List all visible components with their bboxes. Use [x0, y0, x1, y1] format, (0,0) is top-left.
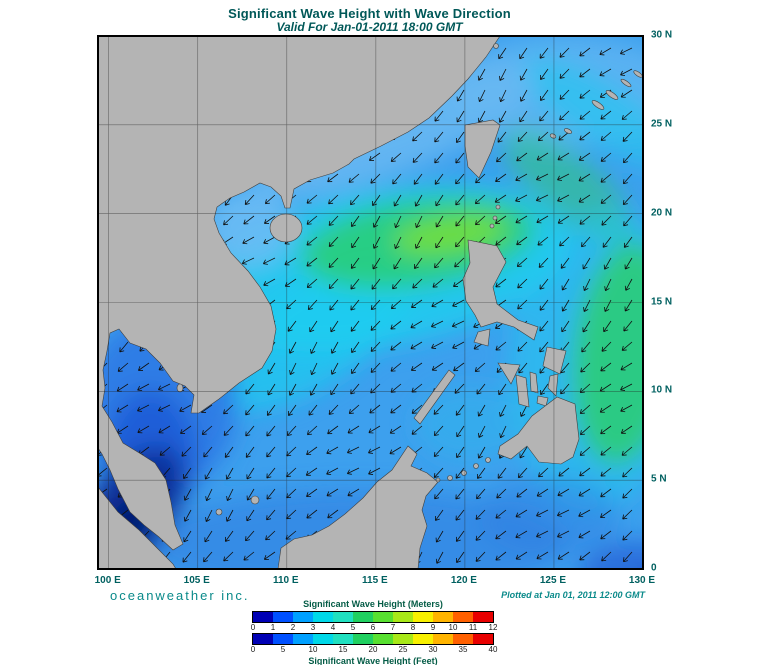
meters-tick-label: 6 [370, 623, 376, 632]
plotted-timestamp: Plotted at Jan 01, 2011 12:00 GMT [501, 590, 645, 600]
colorbar-segment [453, 612, 473, 622]
lon-tick-label: 130 E [628, 575, 656, 586]
lat-tick-label: 5 N [651, 473, 667, 485]
colorbar-segment [253, 612, 273, 622]
lon-tick-label: 120 E [450, 575, 477, 586]
island-cebu [529, 371, 539, 394]
map-plot-area [97, 35, 644, 570]
feet-tick-label: 15 [338, 645, 348, 654]
valid-time-subtitle: Valid For Jan-01-2011 18:00 GMT [276, 20, 463, 34]
graticule [98, 36, 643, 569]
colorbar-segment [253, 634, 273, 644]
map-frame [98, 36, 643, 569]
meters-tick-label: 11 [468, 623, 478, 632]
feet-tick-label: 0 [250, 645, 256, 654]
lon-tick-label: 100 E [94, 575, 121, 586]
feet-tick-label: 10 [308, 645, 318, 654]
colorbar-segment [413, 612, 433, 622]
colorbar-segment [293, 634, 313, 644]
lat-tick-label: 0 [651, 562, 657, 574]
colorbar-segment [333, 612, 353, 622]
meters-colorbar [252, 611, 494, 623]
meters-tick-label: 1 [270, 623, 276, 632]
meters-tick-label: 8 [410, 623, 416, 632]
colorbar-segment [353, 634, 373, 644]
meters-tick-label: 0 [250, 623, 256, 632]
colorbar-segment [353, 612, 373, 622]
colorbar-segment [313, 634, 333, 644]
island-palawan [413, 369, 456, 425]
island-leyte [547, 373, 559, 397]
island-zhoushan [493, 43, 499, 49]
island-hainan [269, 213, 303, 243]
lon-tick-label: 125 E [539, 575, 567, 586]
meters-tick-label: 9 [430, 623, 436, 632]
oceanweather-logo-text: oceanweather inc. [110, 588, 250, 603]
colorbar-segment [373, 634, 393, 644]
feet-tick-label: 30 [428, 645, 438, 654]
colorbar-segment [333, 634, 353, 644]
landmass-borneo [277, 445, 439, 569]
feet-tick-row: 0 5 10 15 20 25 30 35 40 [250, 645, 498, 655]
meters-tick-row: 0 1 2 3 4 5 6 7 8 9 10 11 12 [250, 623, 498, 633]
lon-tick-label: 105 E [183, 575, 210, 586]
island-natuna [250, 495, 260, 505]
lat-tick-label: 15 N [651, 296, 673, 307]
legend-title-feet: Significant Wave Height (Feet) [308, 656, 438, 665]
colorbar-segment [273, 634, 293, 644]
ryukyu-islands [549, 70, 643, 139]
meters-tick-label: 2 [290, 623, 296, 632]
island-taiwan [464, 119, 501, 179]
colorbar-segment [433, 612, 453, 622]
colorbar-segment [313, 612, 333, 622]
island-anambas [215, 508, 223, 516]
lat-tick-label: 30 N [651, 29, 673, 41]
colorbar-segment [393, 612, 413, 622]
land-layer [98, 36, 643, 569]
colorbar-segment [433, 634, 453, 644]
feet-tick-label: 25 [398, 645, 408, 654]
meters-tick-label: 5 [350, 623, 356, 632]
feet-tick-label: 40 [488, 645, 498, 654]
landmass-sumatra [98, 486, 177, 569]
lat-tick-label: 20 N [651, 207, 673, 219]
colorbar-segment [273, 612, 293, 622]
island-panay [497, 362, 521, 385]
island-samar [542, 346, 567, 375]
page-title: Significant Wave Height with Wave Direct… [228, 6, 511, 21]
lon-tick-label: 110 E [272, 575, 299, 586]
colorbar-segment [293, 612, 313, 622]
island-phu-quoc [176, 383, 184, 393]
meters-tick-label: 4 [330, 623, 336, 632]
meters-tick-label: 7 [390, 623, 396, 632]
wave-map-graphic [98, 36, 643, 569]
colorbar-segment [413, 634, 433, 644]
feet-tick-label: 20 [368, 645, 378, 654]
lat-tick-label: 10 N [651, 384, 673, 396]
landmass-luzon [462, 239, 539, 341]
legend-title-meters: Significant Wave Height (Meters) [303, 599, 443, 609]
colorbar-segment [473, 612, 493, 622]
lat-tick-label: 25 N [651, 118, 673, 130]
landmass-asia-mainland [98, 36, 501, 551]
feet-tick-label: 5 [280, 645, 286, 654]
colorbar-segment [453, 634, 473, 644]
colorbar-segment [393, 634, 413, 644]
feet-tick-label: 35 [458, 645, 468, 654]
lon-tick-label: 115 E [362, 575, 388, 586]
colorbar-segment [373, 612, 393, 622]
batanes-babuyan-islands [489, 204, 501, 229]
colorbar-segment [473, 634, 493, 644]
meters-tick-label: 12 [488, 623, 498, 632]
meters-tick-label: 10 [448, 623, 458, 632]
feet-colorbar [252, 633, 494, 645]
meters-tick-label: 3 [310, 623, 316, 632]
island-negros [515, 374, 530, 408]
landmass-mindanao [497, 396, 580, 465]
island-mindoro [473, 328, 491, 347]
